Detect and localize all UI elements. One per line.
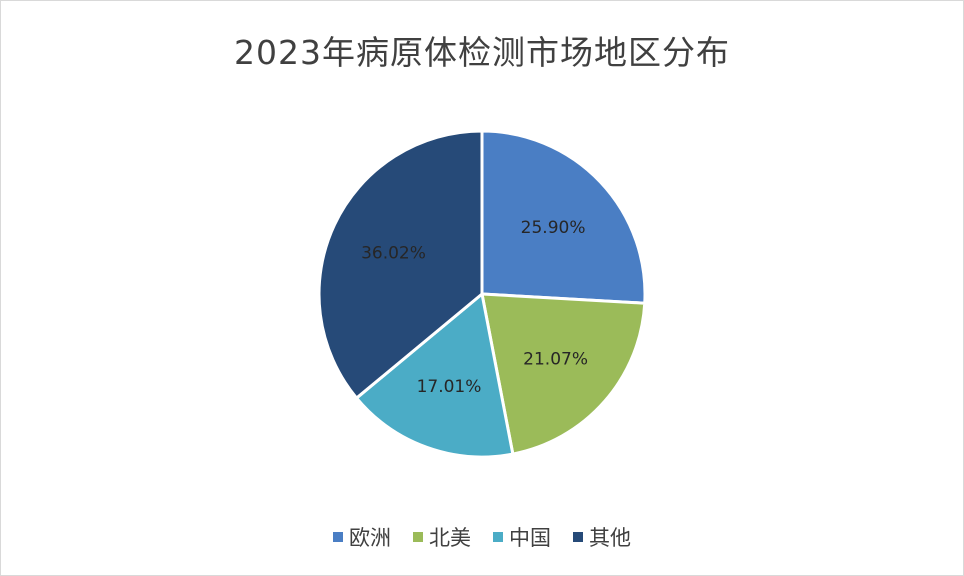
legend-label: 北美 [429,526,471,550]
legend-label: 欧洲 [349,526,391,550]
legend-swatch [493,532,503,542]
legend-item-europe: 欧洲 [333,522,391,552]
pie-slice-europe [480,129,647,305]
chart-title: 2023年病原体检测市场地区分布 [234,33,730,72]
legend-item-china: 中国 [493,522,551,552]
pie-label-china: 17.01% [417,377,482,397]
pie-slice-china [355,292,515,459]
legend-label: 其他 [589,526,631,550]
legend-label: 中国 [509,526,551,550]
chart-legend: 欧洲 北美 中国 其他 [0,522,964,552]
legend-swatch [413,532,423,542]
legend-item-other: 其他 [573,522,631,552]
pie-slice-north-america [480,292,647,456]
pie-slice-other [317,129,484,400]
pie-label-other: 36.02% [361,243,426,263]
legend-swatch [333,532,343,542]
pie-label-north-america: 21.07% [523,349,588,369]
legend-item-north-america: 北美 [413,522,471,552]
pie-label-europe: 25.90% [521,218,586,238]
legend-swatch [573,532,583,542]
